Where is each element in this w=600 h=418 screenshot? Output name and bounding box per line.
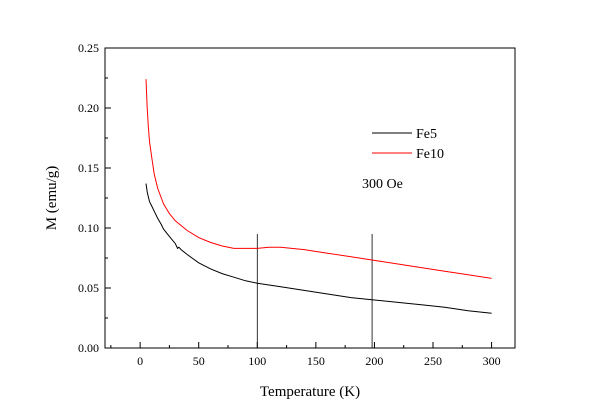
x-tick-label: 250 — [424, 354, 442, 368]
legend-label-fe5: Fe5 — [416, 127, 437, 142]
y-tick-label: 0.20 — [78, 101, 99, 115]
y-tick-label: 0.25 — [78, 41, 99, 55]
x-tick-label: 300 — [483, 354, 501, 368]
x-tick-label: 0 — [137, 354, 143, 368]
y-tick-label: 0.00 — [78, 341, 99, 355]
series-line-fe10 — [145, 79, 492, 279]
vertical-markers — [256, 234, 373, 348]
x-tick-label: 150 — [307, 354, 325, 368]
series-line-fe5 — [145, 183, 492, 314]
y-tick-label: 0.15 — [78, 161, 99, 175]
field-annotation: 300 Oe — [362, 177, 403, 192]
axis-tick-labels: 0 50 100 150 200 250 300 0.00 0.05 0.10 0.15 0.20 0.… — [78, 41, 501, 368]
x-tick-label: 200 — [365, 354, 383, 368]
x-axis-title: Temperature (K) — [260, 384, 360, 400]
axis-ticks — [105, 47, 493, 349]
legend: Fe5 Fe10 — [372, 127, 444, 162]
legend-label-fe10: Fe10 — [416, 147, 444, 162]
series-lines — [145, 79, 492, 314]
x-tick-label: 100 — [248, 354, 266, 368]
y-tick-label: 0.10 — [78, 221, 99, 235]
x-tick-label: 50 — [193, 354, 205, 368]
y-tick-label: 0.05 — [78, 281, 99, 295]
y-axis-title: M (emu/g) — [44, 166, 60, 231]
plot-frame — [104, 47, 516, 349]
